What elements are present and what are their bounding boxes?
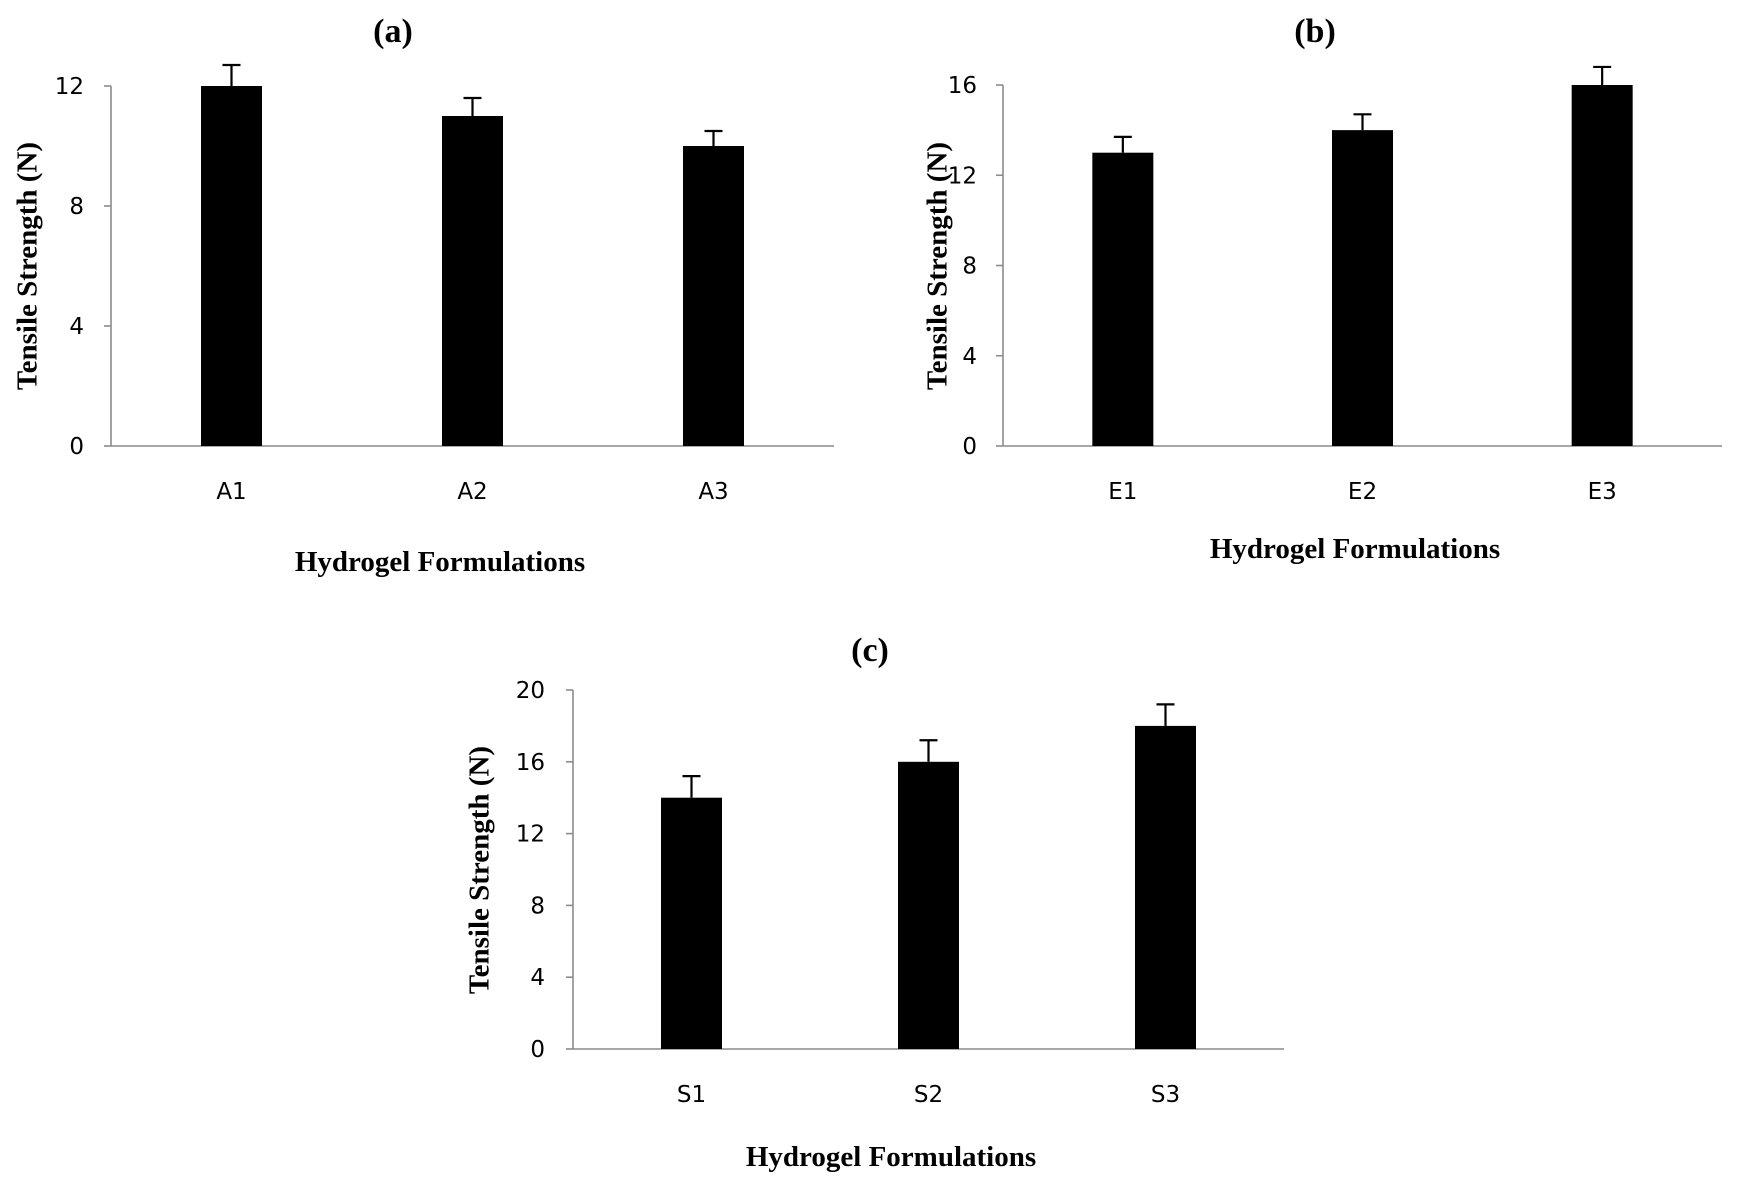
y-axis-title: Tensile Strength (N) xyxy=(922,142,954,390)
x-tick-label: S1 xyxy=(677,1082,706,1108)
x-tick-label: E2 xyxy=(1348,479,1377,505)
bar-s1 xyxy=(661,797,722,1049)
bar-s3 xyxy=(1135,725,1196,1049)
x-tick-label: S2 xyxy=(914,1082,943,1108)
y-tick-label: 16 xyxy=(948,73,977,99)
panel-title: (b) xyxy=(1294,13,1336,50)
x-tick-label: A3 xyxy=(698,479,728,505)
y-tick-label: 4 xyxy=(530,965,545,991)
x-tick-label: S3 xyxy=(1151,1082,1180,1108)
x-tick-label: E1 xyxy=(1108,479,1137,505)
chart-panel-a: (a) 0 4 8 12 A1 A2 A3 Tensile Strength (N) Hydrog… xyxy=(12,13,834,578)
x-tick-label: E3 xyxy=(1588,479,1617,505)
y-tick-label: 12 xyxy=(948,163,977,189)
y-tick-label: 0 xyxy=(530,1037,545,1063)
chart-panel-b: (b) 0 4 8 12 16 E1 E2 E3 Tensile Strength (N) Hydr… xyxy=(922,13,1722,565)
x-axis-title: Hydrogel Formulations xyxy=(746,1141,1036,1173)
bar-a2 xyxy=(442,116,503,446)
y-axis-title: Tensile Strength (N) xyxy=(464,746,496,994)
x-axis-title: Hydrogel Formulations xyxy=(295,546,585,578)
y-tick-label: 4 xyxy=(69,314,84,340)
bar-e1 xyxy=(1092,152,1154,446)
panel-title: (a) xyxy=(373,13,413,50)
x-tick-label: A1 xyxy=(216,479,246,505)
bar-s2 xyxy=(898,761,959,1049)
bar-e3 xyxy=(1571,85,1633,446)
bar-a3 xyxy=(683,146,744,446)
bar-e2 xyxy=(1332,130,1393,446)
y-tick-label: 20 xyxy=(516,678,545,704)
y-tick-label: 0 xyxy=(69,434,84,460)
y-tick-label: 16 xyxy=(516,750,545,776)
y-tick-label: 12 xyxy=(516,822,545,848)
y-tick-label: 8 xyxy=(962,254,977,280)
y-tick-label: 12 xyxy=(55,74,84,100)
panel-title: (c) xyxy=(851,632,889,669)
y-tick-label: 8 xyxy=(530,893,545,919)
chart-panel-c: (c) 0 4 8 12 16 20 S1 S2 S3 Tensile Strength (N) Hy… xyxy=(464,632,1284,1173)
y-tick-label: 4 xyxy=(962,344,977,370)
y-axis-title: Tensile Strength (N) xyxy=(12,142,44,390)
x-tick-label: A2 xyxy=(457,479,487,505)
y-tick-label: 0 xyxy=(962,434,977,460)
y-tick-label: 8 xyxy=(69,194,84,220)
x-axis-title: Hydrogel Formulations xyxy=(1210,533,1500,565)
bar-a1 xyxy=(201,86,262,446)
